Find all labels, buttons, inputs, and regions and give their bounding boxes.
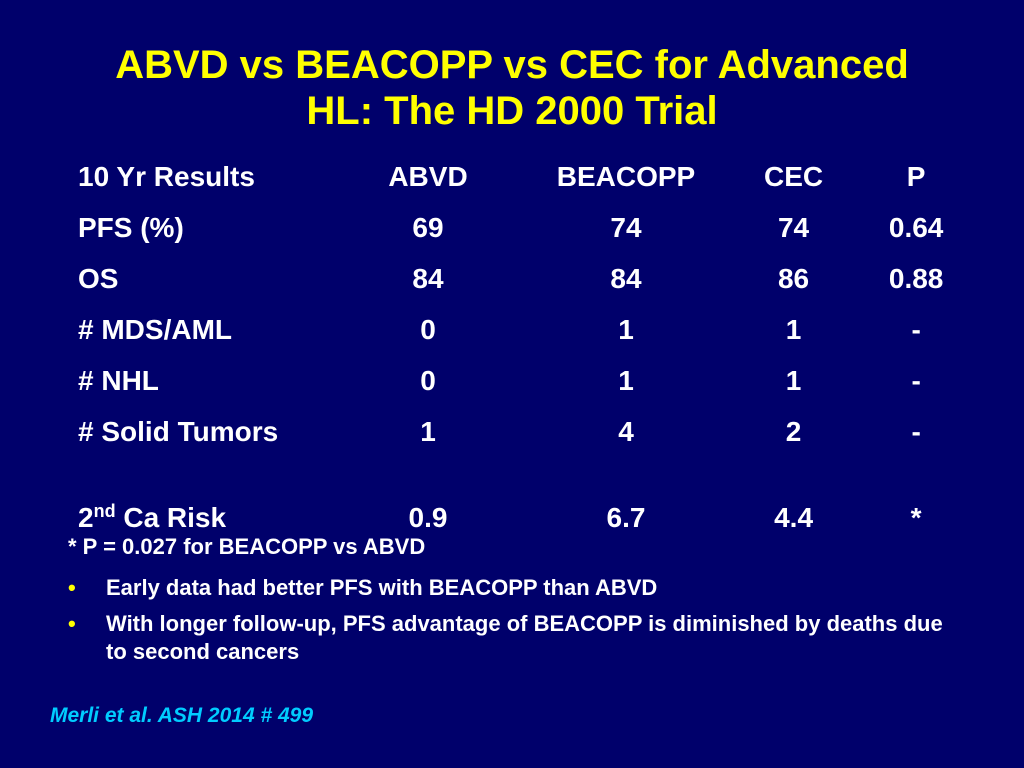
cell-abvd: 0	[420, 365, 436, 396]
cell-beacopp: 1	[618, 314, 634, 345]
cell-abvd: 0.9	[408, 502, 448, 533]
header-abvd: ABVD	[388, 161, 468, 192]
table-header-row: 10 Yr Results ABVD BEACOPP CEC P	[66, 160, 1009, 211]
row-label-prefix: 2	[78, 502, 94, 533]
bullet-list: • Early data had better PFS with BEACOPP…	[66, 574, 946, 674]
row-label: 2nd Ca Risk	[66, 501, 368, 552]
table-row: # MDS/AML 0 1 1 -	[66, 313, 1009, 364]
header-beacopp: BEACOPP	[556, 161, 696, 192]
cell-abvd: 84	[412, 263, 444, 294]
table-row: PFS (%) 69 74 74 0.64	[66, 211, 1009, 262]
row-label-superscript: nd	[93, 501, 116, 521]
cell-p: -	[911, 365, 921, 396]
cell-p: 0.64	[888, 212, 944, 243]
citation: Merli et al. ASH 2014 # 499	[50, 704, 314, 727]
results-table: 10 Yr Results ABVD BEACOPP CEC P PFS (%)…	[66, 160, 1009, 552]
bullet-text: With longer follow-up, PFS advantage of …	[106, 611, 943, 664]
cell-beacopp: 74	[610, 212, 642, 243]
bullet-icon: •	[68, 575, 76, 600]
title-line-2: HL: The HD 2000 Trial	[306, 89, 718, 133]
header-results: 10 Yr Results	[78, 161, 255, 192]
cell-beacopp: 84	[610, 263, 642, 294]
cell-cec: 86	[777, 263, 810, 294]
footnote: * P = 0.027 for BEACOPP vs ABVD	[68, 534, 426, 559]
table-row: OS 84 84 86 0.88	[66, 262, 1009, 313]
list-item: • With longer follow-up, PFS advantage o…	[66, 610, 946, 666]
row-label: # NHL	[78, 365, 159, 396]
row-label: # Solid Tumors	[78, 416, 279, 447]
cell-cec: 1	[785, 365, 802, 396]
cell-beacopp: 1	[618, 365, 634, 396]
header-p: P	[906, 161, 926, 192]
cell-cec: 2	[785, 416, 802, 447]
row-label: OS	[78, 263, 119, 294]
cell-beacopp: 4	[618, 416, 634, 447]
title-line-1: ABVD vs BEACOPP vs CEC for Advanced	[115, 43, 909, 87]
list-item: • Early data had better PFS with BEACOPP…	[66, 574, 946, 602]
table-row: 2nd Ca Risk 0.9 6.7 4.4 *	[66, 501, 1009, 552]
table-row: # NHL 0 1 1 -	[66, 364, 1009, 415]
row-label: PFS (%)	[78, 212, 184, 243]
bullet-icon: •	[68, 611, 76, 636]
row-label: # MDS/AML	[78, 314, 232, 345]
cell-cec: 74	[777, 212, 810, 243]
cell-cec: 4.4	[774, 502, 814, 533]
cell-abvd: 1	[420, 416, 436, 447]
row-label-text: Ca Risk	[123, 502, 227, 533]
cell-p: 0.88	[888, 263, 944, 294]
slide-title: ABVD vs BEACOPP vs CEC for Advanced HL: …	[0, 42, 1024, 134]
cell-p: *	[910, 502, 922, 533]
table-row: # Solid Tumors 1 4 2 -	[66, 415, 1009, 501]
cell-p: -	[911, 416, 921, 447]
cell-cec: 1	[785, 314, 802, 345]
cell-p: -	[911, 314, 921, 345]
cell-abvd: 0	[420, 314, 436, 345]
cell-abvd: 69	[412, 212, 444, 243]
cell-beacopp: 6.7	[606, 502, 646, 533]
bullet-text: Early data had better PFS with BEACOPP t…	[106, 575, 658, 600]
header-cec: CEC	[764, 161, 824, 192]
